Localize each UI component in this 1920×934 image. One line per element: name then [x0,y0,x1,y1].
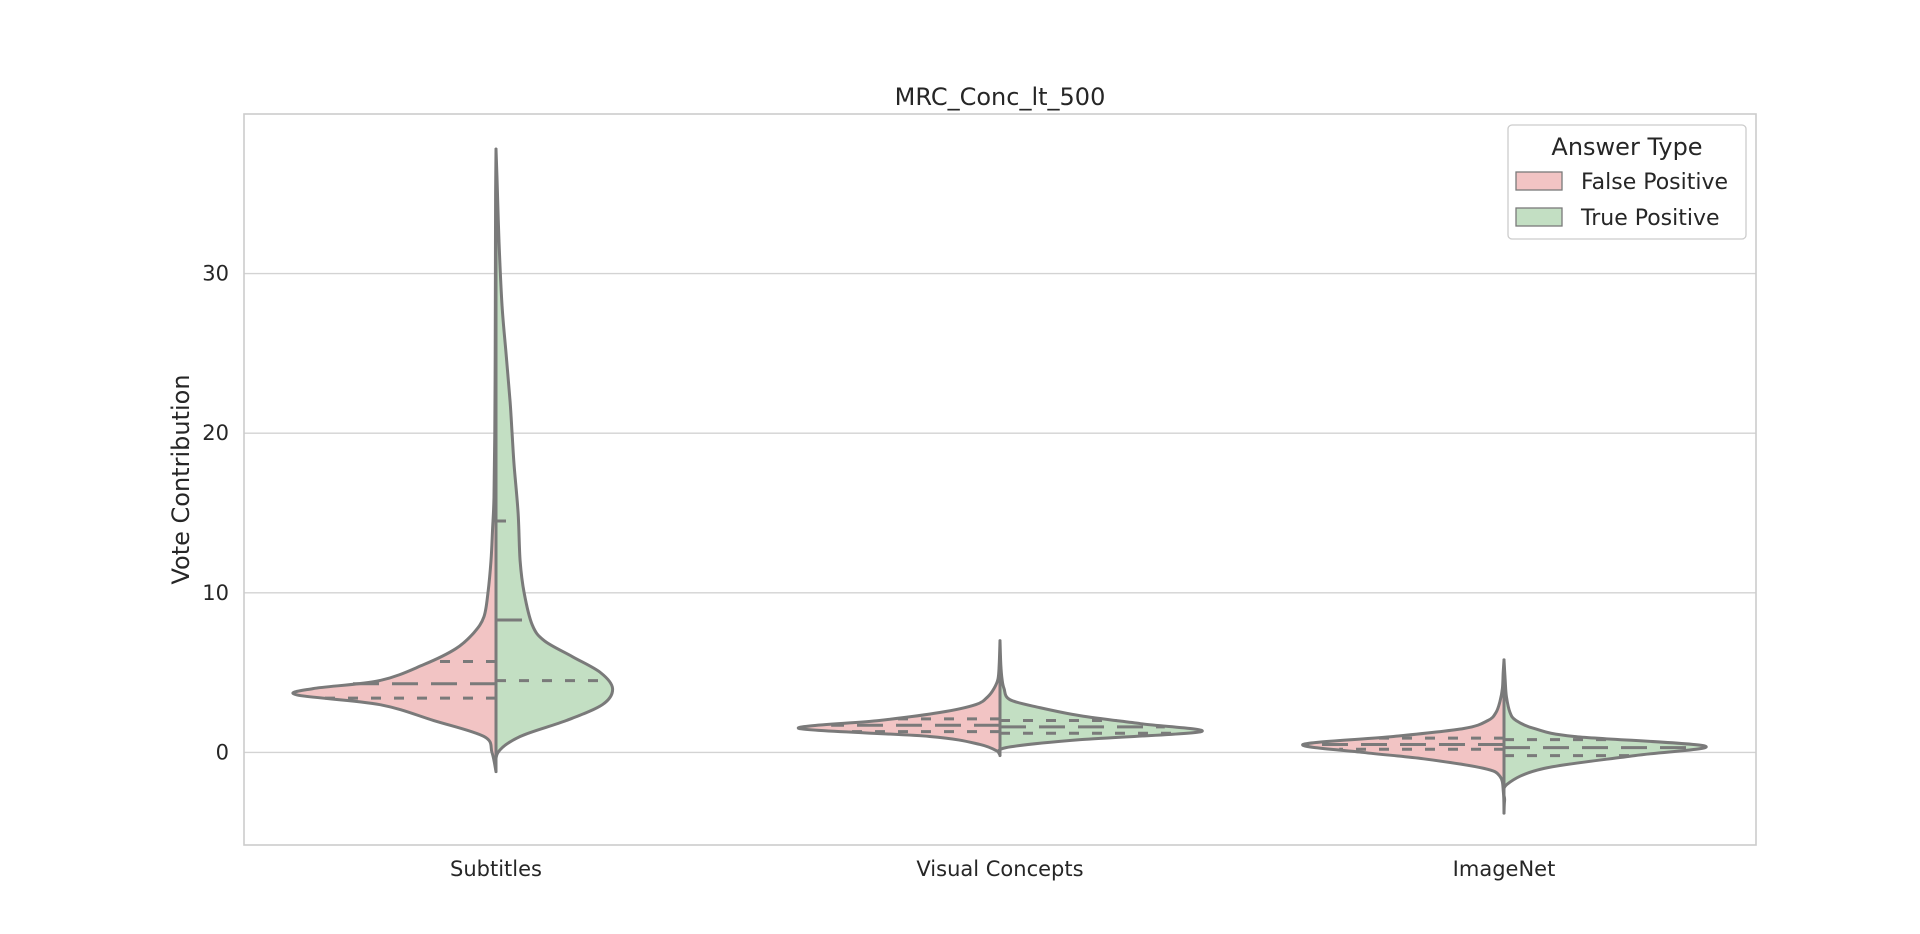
x-tick-labels: Subtitles Visual Concepts ImageNet [450,857,1555,881]
x-tick-label: Visual Concepts [916,857,1083,881]
violin-body [1501,658,1708,815]
y-tick-label: 0 [216,740,229,764]
legend-swatch [1515,207,1563,227]
violin-true-positive-subtitles [494,147,615,774]
x-tick-label: Subtitles [450,857,542,881]
legend-entry-label: True Positive [1580,206,1720,231]
violin-false-positive-visual-concepts [797,639,1002,754]
x-tick-label: ImageNet [1453,857,1556,881]
legend-entry-label: False Positive [1581,170,1728,195]
y-tick-label: 20 [202,421,229,445]
legend-title: Answer Type [1551,133,1702,161]
legend-swatch [1515,171,1563,191]
violin-layer [291,147,1708,815]
y-tick-labels: 0 10 20 30 [202,262,229,765]
plot-area-frame [243,113,1757,846]
violin-body [1301,658,1506,815]
legend-entries: False Positive True Positive [1515,170,1728,231]
legend-box [1507,124,1747,240]
chart-title: MRC_Conc_lt_500 [895,83,1106,111]
violin-false-positive-imagenet [1301,658,1506,815]
violin-true-positive-imagenet [1501,658,1708,815]
y-tick-label: 10 [202,581,229,605]
legend: Answer Type False Positive True Positive [1507,124,1747,240]
violin-body [494,147,615,774]
violin-true-positive-visual-concepts [996,639,1204,758]
y-tick-label: 30 [202,262,229,286]
y-axis-label: Vote Contribution [167,374,195,584]
